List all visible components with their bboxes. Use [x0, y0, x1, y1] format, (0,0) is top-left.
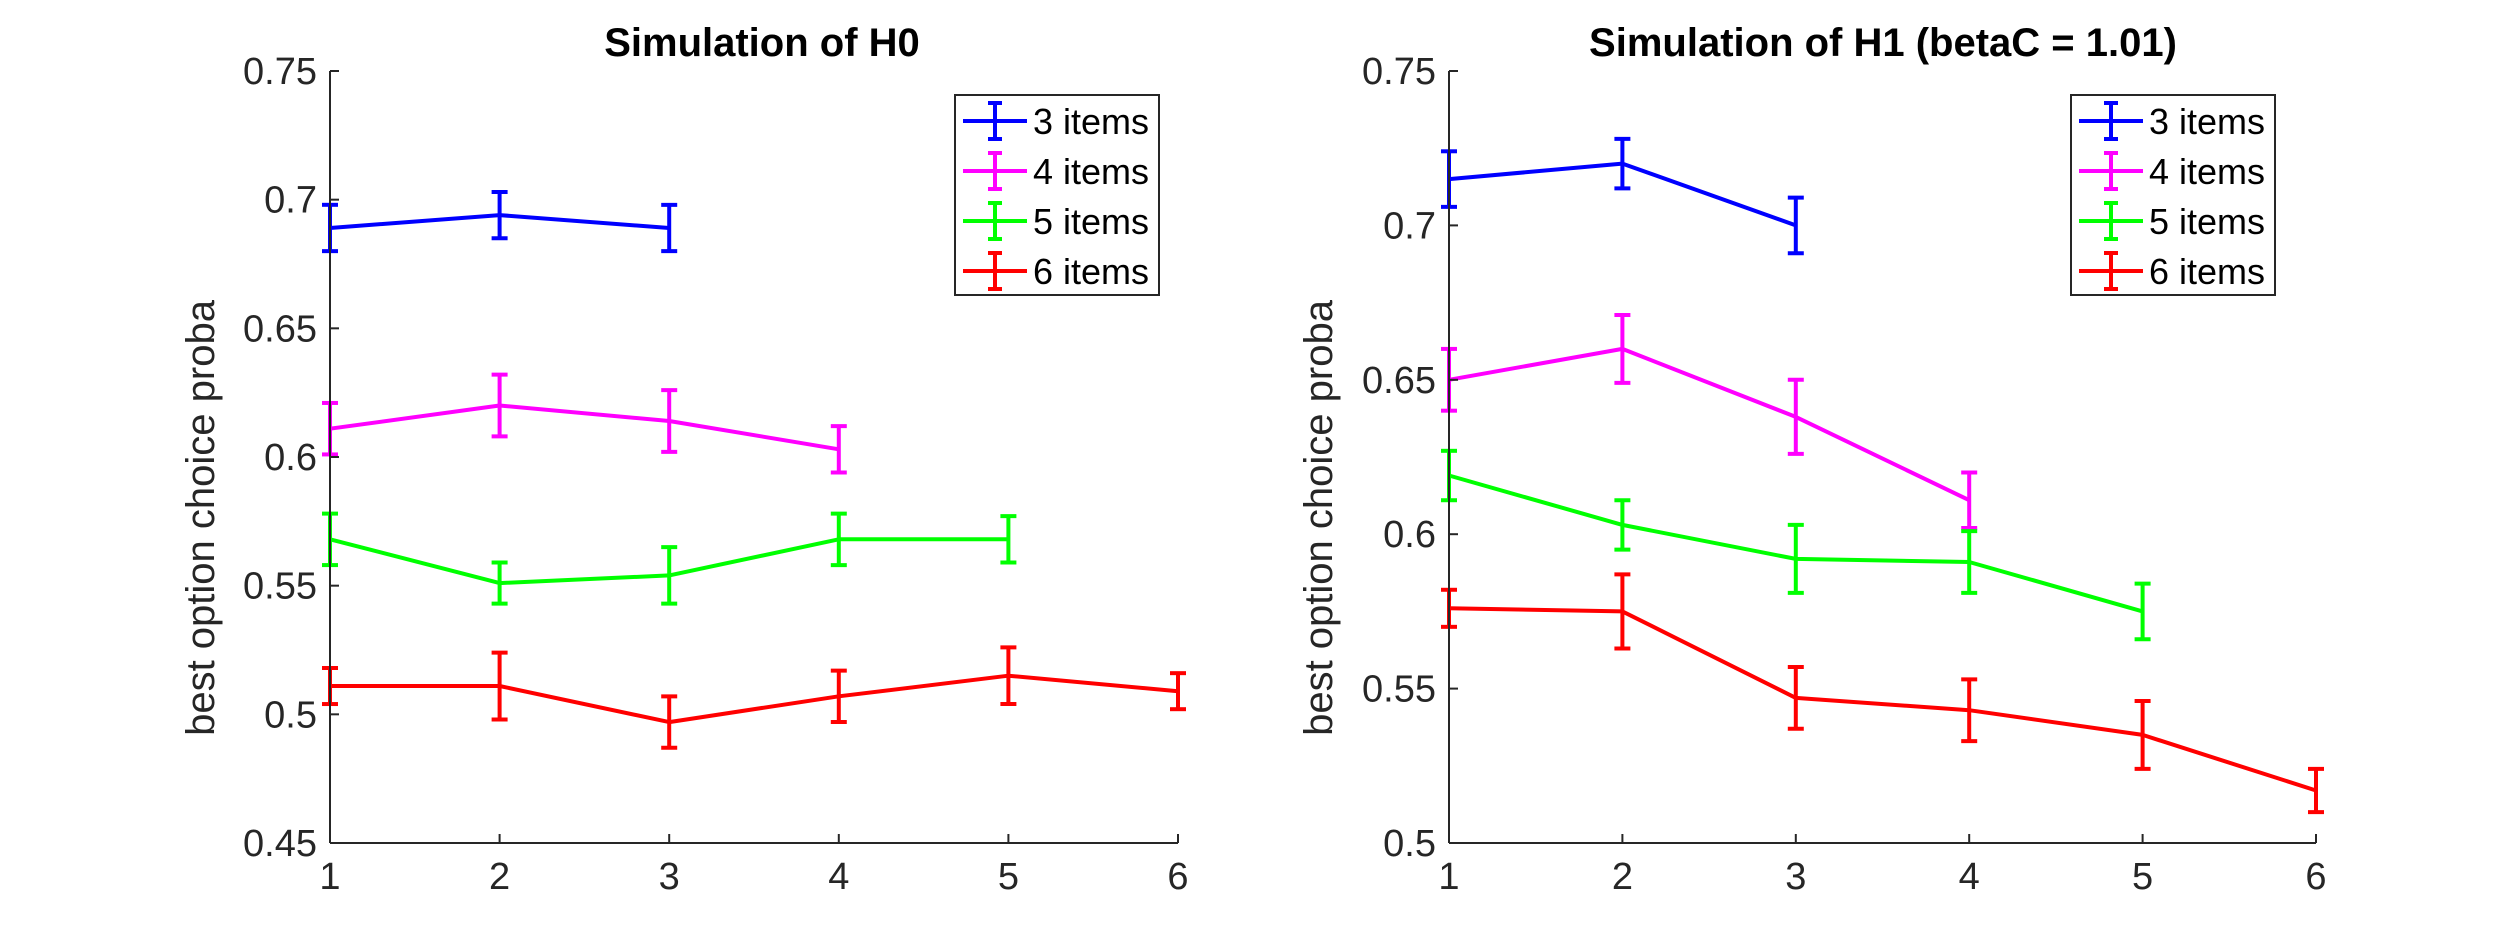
x-tick-label: 3 — [659, 856, 680, 898]
error-bar — [1961, 529, 1978, 595]
y-tick-label: 0.7 — [1383, 205, 1436, 247]
y-tick-label: 0.6 — [1383, 514, 1436, 556]
legend-marker — [963, 101, 1027, 141]
legend-entry-6-items: 6 items — [2079, 251, 2265, 292]
y-tick-label: 0.6 — [264, 437, 317, 479]
y-tick-label: 0.7 — [264, 180, 317, 222]
error-bar — [830, 511, 847, 568]
chart-panel-h0: Simulation of H0 best option choice prob… — [179, 21, 1189, 898]
y-axis-label: best option choice proba — [1297, 299, 1341, 736]
x-tick-label: 6 — [1167, 856, 1188, 898]
y-tick-label: 0.65 — [1362, 360, 1436, 402]
legend-label: 6 items — [2149, 251, 2265, 292]
legend-entry-3-items: 3 items — [2079, 101, 2265, 142]
error-bar — [1000, 645, 1017, 707]
error-bar — [1787, 377, 1804, 456]
x-tick-label: 2 — [1612, 856, 1633, 898]
legend-entry-3-items: 3 items — [963, 101, 1149, 142]
y-axis-label: best option choice proba — [179, 299, 223, 736]
y-tick-label: 0.45 — [243, 823, 317, 865]
legend-marker — [2079, 201, 2143, 241]
axes: 1 2 3 4 5 6 0.45 0.5 0.55 0.6 0.65 0.7 0.75 — [243, 51, 1189, 898]
y-tick-label: 0.55 — [243, 566, 317, 608]
y-tick-label: 0.55 — [1362, 669, 1436, 711]
error-bar — [491, 560, 508, 606]
legend: 3 items 4 items 5 items 6 items — [2070, 94, 2276, 296]
error-bar — [2134, 698, 2151, 771]
series-line — [1448, 346, 1971, 503]
series-line — [329, 403, 840, 452]
legend: 3 items 4 items 5 items 6 items — [954, 94, 1160, 296]
chart-title: Simulation of H1 (betaC = 1.01) — [1589, 21, 2177, 65]
legend-label: 5 items — [1033, 201, 1149, 242]
x-tick-label: 3 — [1785, 856, 1806, 898]
legend-entry-6-items: 6 items — [963, 251, 1149, 292]
error-bar — [491, 650, 508, 722]
y-tick-label: 0.65 — [243, 308, 317, 350]
legend-entry-5-items: 5 items — [963, 201, 1149, 242]
error-bar — [1000, 514, 1017, 565]
y-tick-label: 0.75 — [243, 51, 317, 93]
error-bar — [661, 202, 678, 254]
chart-panel-h1: Simulation of H1 (betaC = 1.01) best opt… — [1297, 21, 2327, 898]
error-bar — [1787, 522, 1804, 595]
series-4-items — [322, 372, 847, 475]
x-tick-label: 1 — [319, 856, 340, 898]
x-tick-label: 5 — [2132, 856, 2153, 898]
legend-marker — [2079, 251, 2143, 291]
x-tick-label: 5 — [998, 856, 1019, 898]
error-bar — [661, 545, 678, 606]
error-bar — [1614, 312, 1631, 385]
legend-label: 3 items — [1033, 101, 1149, 142]
error-bar — [2134, 581, 2151, 642]
y-tick-label: 0.5 — [264, 694, 317, 736]
legend-entry-4-items: 4 items — [2079, 151, 2265, 192]
legend-box — [2070, 94, 2276, 296]
chart-title: Simulation of H0 — [604, 21, 920, 65]
legend-entry-5-items: 5 items — [2079, 201, 2265, 242]
error-bar — [1170, 671, 1186, 712]
legend-box — [954, 94, 1160, 296]
y-tick-label: 0.75 — [1362, 51, 1436, 93]
series-6-items — [1441, 572, 2324, 815]
error-bar — [661, 694, 678, 750]
error-bar — [661, 388, 678, 454]
error-bar — [1787, 664, 1804, 731]
error-bar — [1614, 498, 1631, 552]
error-bar — [1787, 195, 1804, 256]
error-bar — [2308, 766, 2324, 815]
error-bar — [830, 424, 847, 475]
error-bar — [1961, 470, 1978, 531]
x-tick-label: 4 — [1959, 856, 1980, 898]
legend-marker — [2079, 151, 2143, 191]
error-bar — [1614, 136, 1631, 191]
x-tick-label: 6 — [2305, 856, 2326, 898]
legend-label: 3 items — [2149, 101, 2265, 142]
legend-label: 4 items — [2149, 151, 2265, 192]
error-bar — [1961, 677, 1978, 744]
legend-label: 4 items — [1033, 151, 1149, 192]
error-bar — [830, 668, 847, 725]
legend-label: 6 items — [1033, 251, 1149, 292]
legend-marker — [2079, 101, 2143, 141]
x-tick-label: 4 — [828, 856, 849, 898]
axes: 1 2 3 4 5 6 0.5 0.55 0.6 0.65 0.7 0.75 — [1362, 51, 2327, 898]
series-line — [1448, 606, 2317, 793]
y-tick-label: 0.5 — [1383, 823, 1436, 865]
x-tick-label: 1 — [1438, 856, 1459, 898]
legend-marker — [963, 251, 1027, 291]
series-line — [330, 673, 1179, 725]
legend-marker — [963, 151, 1027, 191]
error-bar — [491, 372, 508, 439]
legend-label: 5 items — [2149, 201, 2265, 242]
x-tick-label: 2 — [489, 856, 510, 898]
legend-entry-4-items: 4 items — [963, 151, 1149, 192]
error-bar — [491, 189, 508, 241]
legend-marker — [963, 201, 1027, 241]
error-bar — [1614, 572, 1631, 651]
